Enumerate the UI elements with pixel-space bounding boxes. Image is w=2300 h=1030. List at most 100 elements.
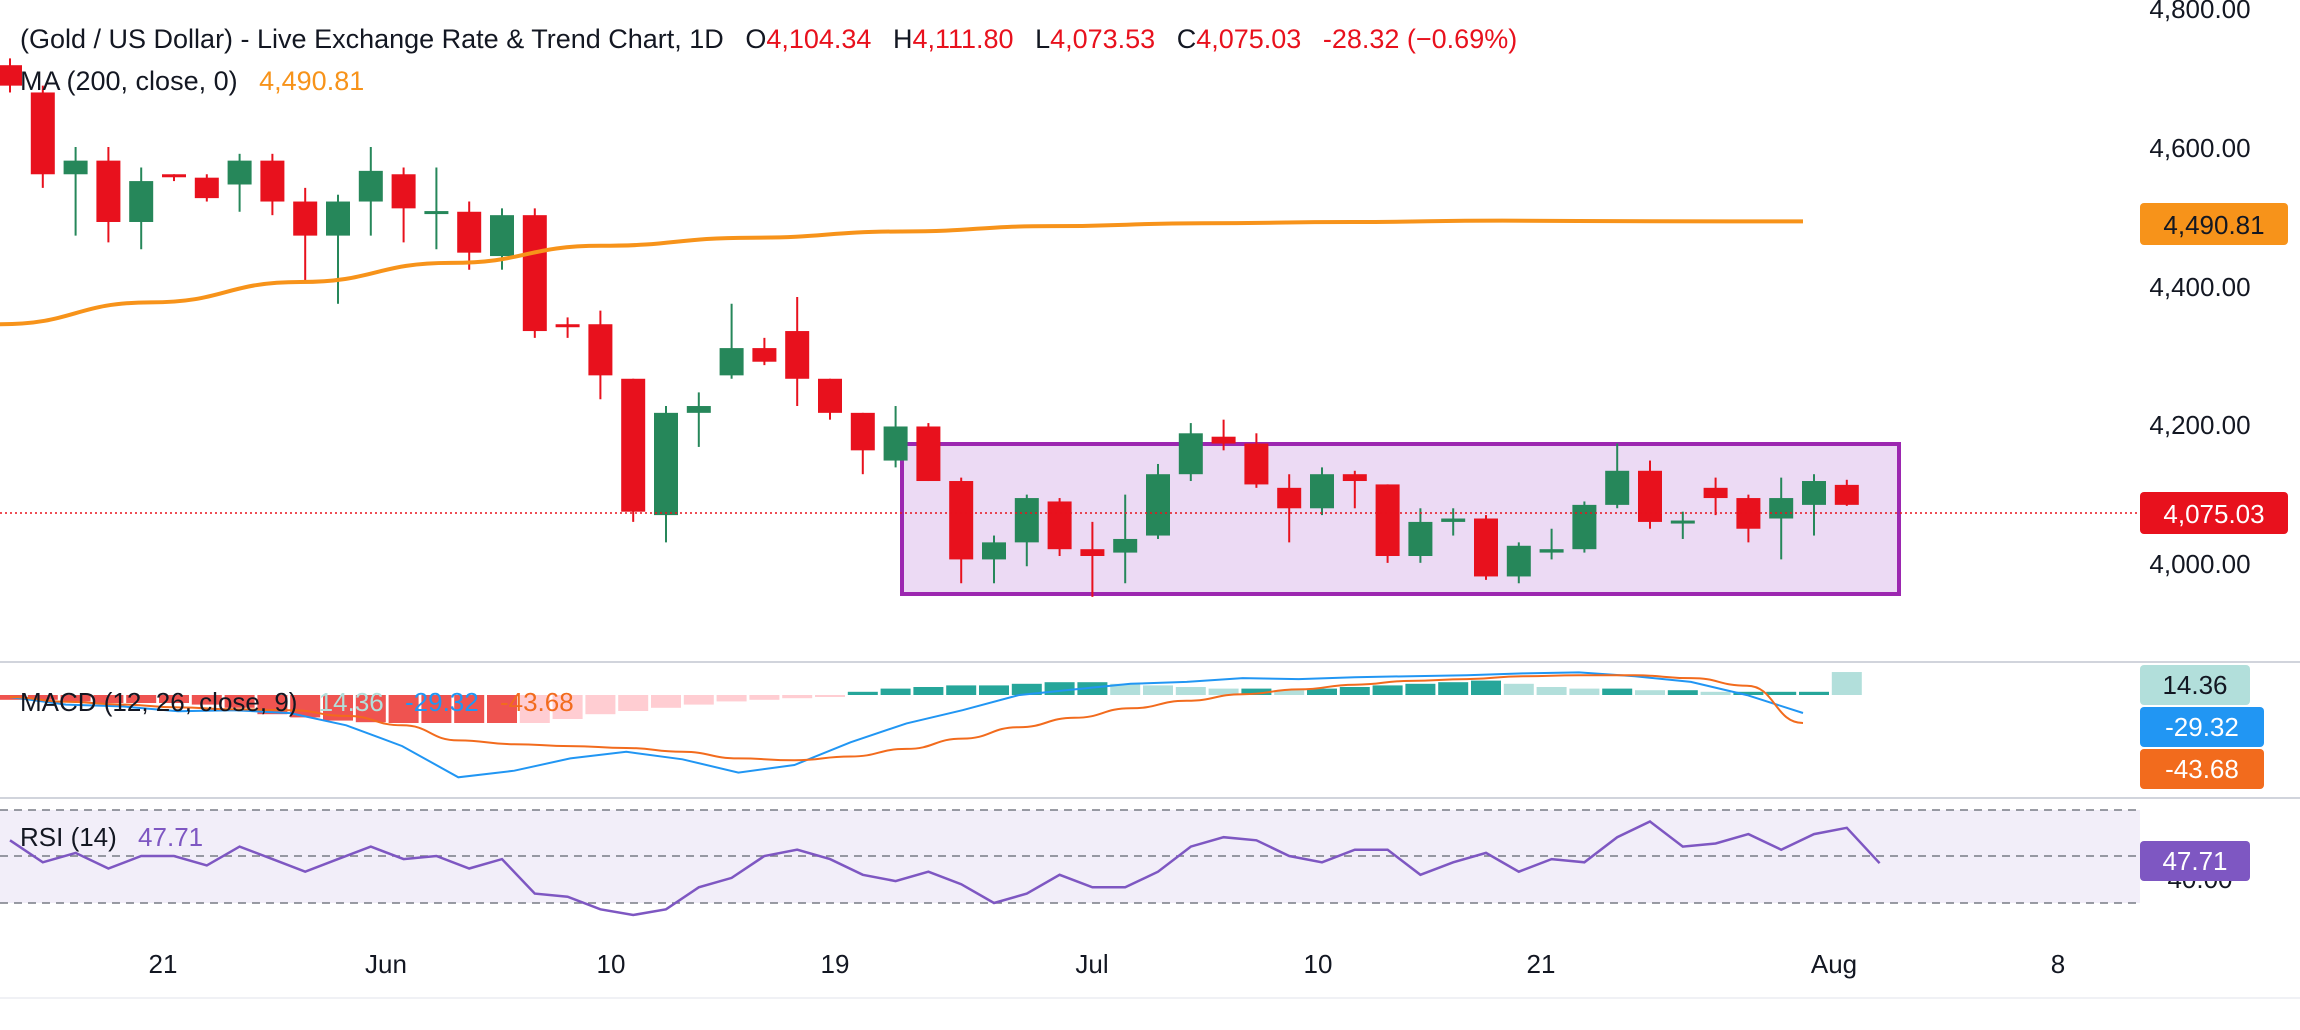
x-tick-label: 10 <box>597 949 626 979</box>
macd-histogram-bar <box>27 695 58 700</box>
x-tick-label: 10 <box>1304 949 1333 979</box>
macd-line-badge <box>2140 707 2264 747</box>
macd-histogram-bar <box>651 695 681 708</box>
macd-histogram-bar <box>60 695 91 702</box>
last-price-badge <box>2140 492 2288 534</box>
candle-down <box>457 211 482 253</box>
y-tick-label: 4,600.00 <box>2149 133 2250 163</box>
low-value: 4,073.53 <box>1050 24 1155 54</box>
close-label: C <box>1177 24 1197 54</box>
candle-down <box>818 378 842 413</box>
chart-title: (Gold / US Dollar) - Live Exchange Rate … <box>20 24 1517 54</box>
macd-histogram-bar <box>1339 687 1370 695</box>
rsi-legend-label: RSI (14) <box>20 822 117 852</box>
candle-up <box>1670 520 1695 524</box>
candle-down <box>555 324 580 328</box>
macd-hist-badge-text: 14.36 <box>2162 670 2227 700</box>
x-tick-label: Aug <box>1811 949 1857 979</box>
ma200-line[interactable] <box>0 218 1804 327</box>
candle-down <box>1834 484 1859 505</box>
y-tick-label: 4,400.00 <box>2149 272 2250 302</box>
candle-up <box>1146 474 1170 536</box>
macd-legend-label: MACD (12, 26, close, 9) <box>20 687 297 717</box>
rsi-badge-text: 47.71 <box>2162 846 2227 876</box>
candle-down <box>1211 436 1236 444</box>
open-value: 4,104.34 <box>766 24 871 54</box>
macd-histogram-bar <box>1044 682 1075 695</box>
macd-histogram-bar <box>1241 688 1272 695</box>
candle-up <box>63 160 88 175</box>
candle-up <box>1605 470 1630 505</box>
macd-histogram-bar <box>454 695 485 723</box>
candle-down <box>0 65 22 86</box>
macd-line[interactable] <box>9 671 1804 779</box>
macd-histogram-bar <box>1372 685 1403 695</box>
macd-histogram-bar <box>1307 688 1337 695</box>
macd-histogram-bar <box>1733 691 1764 695</box>
change-value: -28.32 (−0.69%) <box>1323 24 1517 54</box>
macd-legend[interactable]: MACD (12, 26, close, 9) 14.36 -29.32 -43… <box>20 687 574 717</box>
candles-layer <box>0 58 1859 597</box>
rsi-line[interactable] <box>9 820 1881 917</box>
candle-up <box>1441 518 1466 522</box>
macd-histogram-bar <box>1602 688 1633 695</box>
macd-hist-badge <box>2140 665 2250 705</box>
macd-histogram-bar <box>519 695 550 723</box>
candle-down <box>621 378 646 512</box>
macd-histogram-bar <box>782 695 813 699</box>
candle-down <box>30 92 55 175</box>
macd-histogram-bar <box>388 695 419 723</box>
macd-histogram-bar <box>552 695 583 719</box>
macd-histogram-bar <box>1700 691 1731 695</box>
candle-up <box>326 201 350 236</box>
macd-histogram-bar <box>224 695 255 708</box>
low-label: L <box>1035 24 1050 54</box>
macd-legend-signal: -43.68 <box>500 687 574 717</box>
macd-histogram-bar <box>1799 691 1829 695</box>
macd-histogram-bar <box>1471 680 1501 695</box>
macd-histogram-bar <box>1011 683 1042 695</box>
ma-legend[interactable]: MA (200, close, 0) 4,490.81 <box>20 66 364 96</box>
candle-down <box>1080 549 1105 556</box>
x-tick-label: 21 <box>1527 949 1556 979</box>
macd-histogram-bar <box>913 687 944 695</box>
macd-histogram-bar <box>1110 683 1141 695</box>
ma-price-badge-text: 4,490.81 <box>2163 210 2264 240</box>
macd-histogram-bar <box>1635 690 1665 695</box>
x-tick-label: 19 <box>821 949 850 979</box>
symbol-title: (Gold / US Dollar) - Live Exchange Rate … <box>20 24 724 54</box>
ma-legend-value: 4,490.81 <box>259 66 364 96</box>
macd-legend-macd: -29.32 <box>405 687 479 717</box>
price-axis[interactable]: 4,800.00 4,600.00 4,400.00 4,200.00 4,00… <box>2149 0 2250 579</box>
close-value: 4,075.03 <box>1196 24 1301 54</box>
macd-histogram-bar <box>159 695 189 703</box>
macd-signal-line[interactable] <box>9 674 1804 762</box>
macd-histogram-bar <box>946 685 977 695</box>
time-axis[interactable]: 21 Jun 10 19 Jul 10 21 Aug 8 <box>149 949 2066 979</box>
candle-down <box>1474 518 1498 577</box>
candle-down <box>1703 487 1728 499</box>
candle-down <box>522 215 547 332</box>
x-tick-label: Jul <box>1075 949 1108 979</box>
macd-legend-hist: 14.36 <box>319 687 384 717</box>
macd-histogram-bar <box>749 695 780 700</box>
macd-histogram-bar <box>1143 685 1173 695</box>
macd-histogram-bar <box>880 688 911 695</box>
candle-up <box>129 181 154 222</box>
candle-down <box>162 174 186 178</box>
candle-up <box>1769 498 1794 519</box>
last-price-badge-text: 4,075.03 <box>2163 499 2264 529</box>
macd-line-badge-text: -29.32 <box>2165 712 2239 742</box>
candle-up <box>1178 433 1203 475</box>
candle-up <box>1014 498 1039 543</box>
candle-down <box>949 481 974 560</box>
macd-histogram-bar <box>1405 683 1436 695</box>
candle-down <box>96 160 121 222</box>
rsi-legend[interactable]: RSI (14) 47.71 <box>20 822 203 852</box>
macd-histogram-bar <box>1208 688 1239 695</box>
high-label: H <box>893 24 913 54</box>
macd-histogram-bar <box>847 691 878 695</box>
candle-up <box>1572 504 1597 550</box>
candle-up <box>1539 549 1564 553</box>
